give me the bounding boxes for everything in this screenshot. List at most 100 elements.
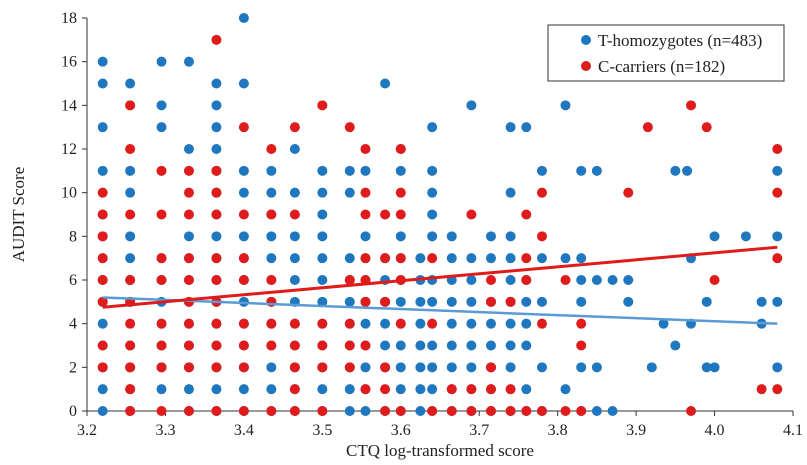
data-point [344,296,355,307]
data-point [646,362,657,373]
data-point [125,231,136,242]
data-point [427,253,438,264]
data-point [289,384,300,395]
data-point [97,275,108,285]
data-point [211,406,222,416]
data-point [380,78,391,89]
data-point [701,296,712,307]
data-point [97,340,108,351]
data-point [289,122,300,133]
data-point [125,406,136,416]
data-point [576,165,587,176]
data-point [360,384,371,395]
data-point [576,253,587,264]
data-point [380,340,391,351]
y-tick-label: 6 [69,272,77,289]
data-point [97,362,108,373]
data-point [289,209,300,220]
legend-label-c-carriers: C-carriers (n=182) [598,57,725,76]
data-point [380,318,391,329]
data-point [317,296,328,307]
data-point [427,187,438,198]
data-point [415,318,426,329]
data-point [740,231,751,242]
data-point [238,209,249,220]
data-point [211,100,222,111]
data-point [211,318,222,329]
data-point [183,253,194,264]
data-point [560,100,571,111]
data-point [266,253,277,264]
data-point [521,296,532,307]
data-point [156,56,167,67]
data-point [682,165,693,176]
data-point [576,340,587,351]
data-point [521,384,532,395]
data-point [289,406,300,416]
data-point [125,318,136,329]
data-point [344,318,355,329]
data-point [427,296,438,307]
data-point [536,165,547,176]
x-tick-label: 3.4 [234,422,254,439]
data-point [238,275,249,285]
series-c-carriers [97,34,783,416]
data-point [125,340,136,351]
data-point [317,100,328,111]
trendline-t-homozygotes [102,296,778,325]
data-point [395,384,406,395]
data-point [344,340,355,351]
data-point [415,362,426,373]
data-point [266,318,277,329]
data-point [380,209,391,220]
data-point [521,122,532,133]
data-point [97,56,108,67]
x-tick-label: 3.7 [469,422,489,439]
data-point [125,100,136,111]
data-point [560,275,571,285]
data-point [505,384,516,395]
data-point [156,318,167,329]
data-point [238,406,249,416]
data-point [772,231,783,242]
data-point [623,296,634,307]
data-point [772,253,783,264]
data-point [576,318,587,329]
data-point [211,275,222,285]
data-point [156,122,167,133]
data-point [211,144,222,154]
x-tick-label: 4.0 [705,422,725,439]
data-point [560,406,571,416]
data-point [360,362,371,373]
data-point [560,253,571,264]
data-point [238,340,249,351]
data-point [772,165,783,176]
data-point [380,384,391,395]
data-point [415,384,426,395]
x-tick-label: 3.9 [626,422,646,439]
data-point [183,340,194,351]
data-point [536,187,547,198]
data-point [344,406,355,416]
data-point [97,253,108,264]
x-tick-label: 3.6 [391,422,411,439]
data-point [466,384,477,395]
data-point [591,165,602,176]
data-point [485,340,496,351]
y-tick-label: 4 [69,316,77,333]
data-point [344,384,355,395]
data-point [686,100,697,111]
data-point [709,275,720,285]
data-point [360,187,371,198]
data-point [317,406,328,416]
data-point [505,122,516,133]
data-point [211,362,222,373]
data-point [125,362,136,373]
data-point [395,144,406,154]
data-point [360,144,371,154]
data-point [211,187,222,198]
data-point [211,122,222,133]
data-point [576,275,587,285]
data-point [317,209,328,220]
data-point [238,78,249,89]
